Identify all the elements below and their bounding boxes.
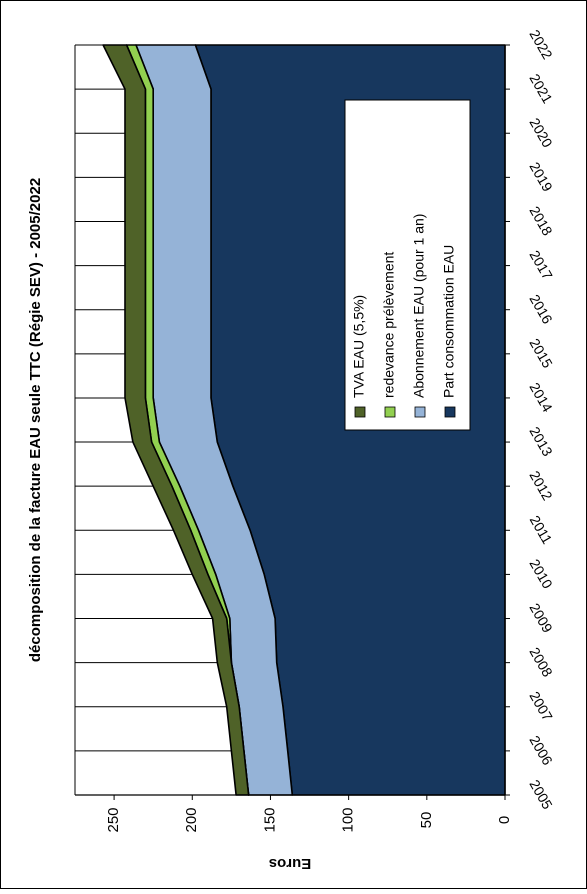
- chart-title: décomposition de la facture EAU seule TT…: [27, 178, 44, 662]
- y-ticks-layer: 0 50 100 150 200 250: [105, 795, 513, 833]
- legend-swatch: [444, 406, 456, 418]
- legend-label: redevance prélèvement: [381, 252, 397, 398]
- legend-label: TVA EAU (5,5%): [351, 295, 367, 398]
- legend-swatch: [384, 406, 396, 418]
- grid-layer: [75, 44, 232, 752]
- legend-label: Abonnement EAU (pour 1 an): [411, 214, 427, 398]
- value-tick-label: 150: [261, 807, 278, 832]
- legend-label: Part consommation EAU: [441, 245, 457, 398]
- axes-layer: [74, 45, 506, 796]
- value-tick-label: 100: [340, 807, 357, 832]
- legend-swatch: [354, 406, 366, 418]
- value-tick-label: 200: [183, 807, 200, 832]
- value-tick-label: 0: [496, 816, 513, 824]
- legend: TVA EAU (5,5%) redevance prélèvement Abonn…: [344, 99, 471, 431]
- legend-box: [344, 99, 471, 431]
- value-tick-label: 50: [418, 812, 435, 829]
- y-axis-label: Euros: [269, 855, 312, 872]
- legend-swatch: [414, 406, 426, 418]
- value-tick-label: 250: [105, 807, 122, 832]
